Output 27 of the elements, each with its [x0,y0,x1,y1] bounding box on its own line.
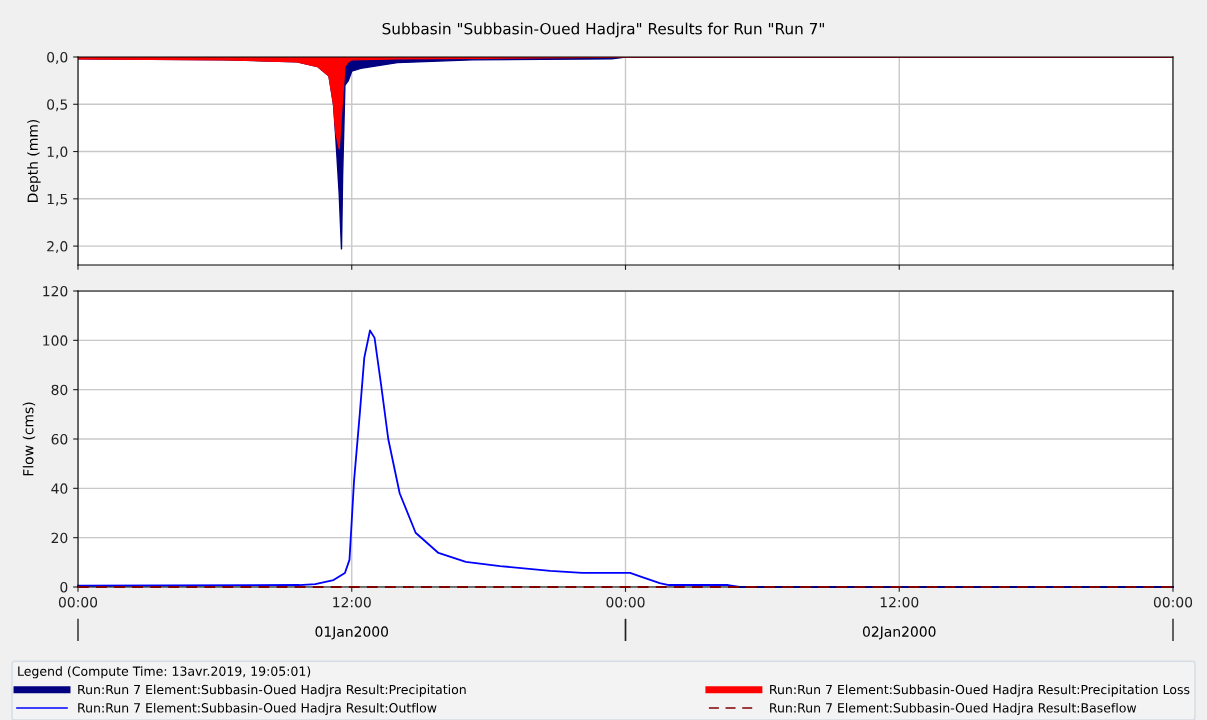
y-tick-label: 60 [51,433,68,445]
x-tick-label: 00:00 [606,596,645,608]
y-tick-label: 80 [51,384,68,396]
y-tick-label: 0,5 [47,99,68,112]
legend-title: Legend (Compute Time: 13avr.2019, 19:05:01) [18,666,311,679]
x-tick-label: 12:00 [880,596,919,608]
legend-label: Run:Run 7 Element:Subbasin-Oued Hadjra Result:Precipitation [78,684,466,697]
legend-label: Run:Run 7 Element:Subbasin-Oued Hadjra Result:Outflow [78,702,437,715]
y-tick-label: 1,0 [47,146,68,159]
legend-label: Run:Run 7 Element:Subbasin-Oued Hadjra Result:Baseflow [770,702,1137,715]
legend-label: Run:Run 7 Element:Subbasin-Oued Hadjra Result:Precipitation Loss [770,684,1190,697]
y-tick-label: 0,0 [47,51,68,64]
chart-title: Subbasin "Subbasin-Oued Hadjra" Results for Run "Run 7" [382,22,824,38]
x-tick-label: 12:00 [333,596,371,608]
y-tick-label: 40 [51,483,68,494]
y-tick-label: 0 [60,581,68,593]
y-tick-label: 120 [43,285,68,297]
y-tick-label: 1,5 [47,193,68,206]
y-axis-title: Flow (cms) [22,402,36,476]
y-axis-title: Depth (mm) [27,119,41,202]
y-tick-label: 20 [51,532,68,544]
text: 01Jan2000 [315,626,389,640]
text: 02Jan2000 [862,626,936,640]
x-tick-label: 00:00 [1153,596,1193,608]
y-tick-label: 100 [43,335,68,346]
y-tick-label: 2,0 [47,241,68,253]
x-tick-label: 00:00 [58,596,98,608]
